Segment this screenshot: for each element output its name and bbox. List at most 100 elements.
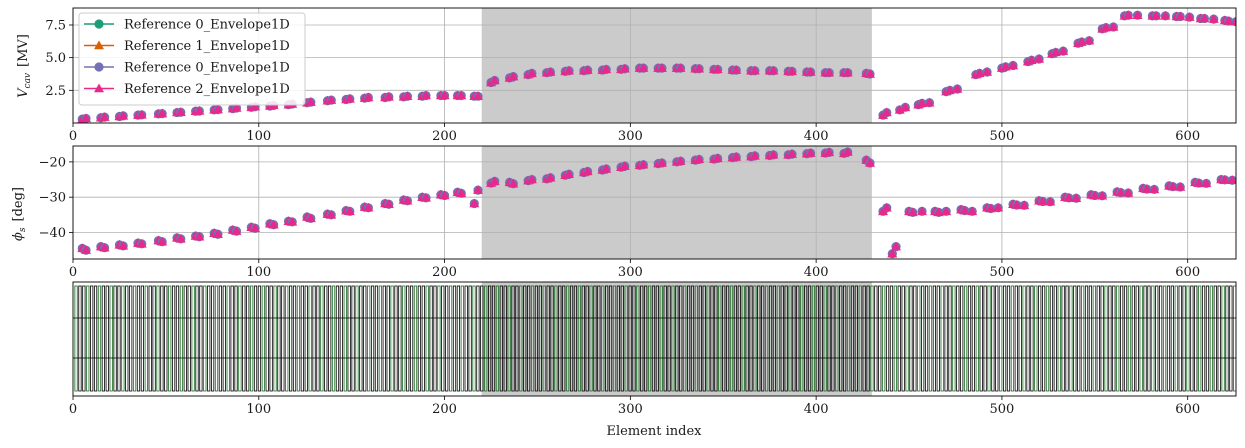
data-point-triangle <box>638 159 649 169</box>
data-point-triangle <box>944 85 955 95</box>
data-point-triangle <box>805 67 816 76</box>
element-box <box>1038 285 1042 392</box>
data-point-triangle <box>526 68 537 78</box>
element-box <box>101 285 105 392</box>
y-tick-label: −40 <box>39 226 66 241</box>
element-box <box>636 285 640 392</box>
y-label-main-phase: ϕ <box>11 232 26 241</box>
element-box <box>999 285 1003 392</box>
element-box <box>527 285 531 392</box>
element-box <box>940 285 944 392</box>
element-box <box>168 285 172 392</box>
data-point-triangle <box>917 206 928 216</box>
element-box <box>753 285 757 392</box>
data-point-triangle <box>439 90 450 100</box>
data-point-triangle <box>231 226 242 235</box>
element-box <box>1147 285 1151 392</box>
data-point-triangle <box>1184 12 1195 21</box>
element-box <box>788 285 792 392</box>
y-label-unit-phase: [deg] <box>11 187 26 221</box>
data-point-triangle <box>1045 196 1056 206</box>
data-point-triangle <box>842 147 853 156</box>
element-box <box>503 285 507 392</box>
data-point-triangle <box>982 67 993 76</box>
data-point-triangle <box>344 93 355 103</box>
element-box <box>312 285 316 392</box>
legend-label: Reference 2_Envelope1D <box>124 82 290 97</box>
data-point-triangle <box>1076 36 1087 46</box>
data-point-triangle <box>326 95 337 104</box>
element-box <box>335 285 340 392</box>
element-box <box>452 285 457 392</box>
element-box <box>862 285 866 392</box>
element-box <box>979 285 983 392</box>
element-box <box>659 285 663 392</box>
data-point-triangle <box>402 91 413 100</box>
element-box <box>971 285 976 392</box>
data-point-triangle <box>136 109 147 119</box>
data-point-triangle <box>1089 190 1100 200</box>
data-point-triangle <box>1100 22 1111 32</box>
element-box <box>671 285 675 392</box>
element-box <box>367 285 371 392</box>
element-box <box>1092 285 1096 392</box>
x-tick-label: 100 <box>246 402 271 417</box>
legend-label: Reference 0_Envelope1D <box>124 61 290 76</box>
element-box <box>484 285 488 392</box>
element-box <box>928 285 933 392</box>
element-box <box>320 285 324 392</box>
y-label-main: V <box>16 87 31 98</box>
element-box <box>1221 285 1225 392</box>
element-box <box>804 285 808 392</box>
element-box <box>905 285 909 392</box>
data-point-triangle <box>712 64 723 74</box>
x-tick-label: 0 <box>69 129 77 144</box>
element-box <box>562 285 566 392</box>
element-box <box>281 285 285 392</box>
data-point-triangle <box>824 67 835 77</box>
element-box <box>93 285 98 392</box>
element-box <box>402 285 406 392</box>
element-box <box>757 285 761 392</box>
element-box <box>530 285 535 392</box>
x-tick-label: 400 <box>804 402 829 417</box>
element-box <box>1081 285 1085 392</box>
element-box <box>1213 285 1217 392</box>
data-point-triangle <box>420 90 431 100</box>
element-box <box>226 285 230 392</box>
data-point-triangle <box>675 63 686 72</box>
element-box <box>1205 285 1210 392</box>
element-box <box>1042 285 1046 392</box>
data-point-triangle <box>731 65 742 74</box>
element-box <box>534 285 539 392</box>
element-box <box>1190 285 1194 392</box>
element-box <box>191 285 195 392</box>
data-point-triangle <box>786 149 797 158</box>
element-box <box>710 285 714 392</box>
element-box <box>1209 285 1213 392</box>
shaded-region <box>481 282 872 396</box>
data-point-triangle <box>582 166 593 176</box>
data-point-triangle <box>157 108 168 118</box>
element-box <box>698 285 702 392</box>
element-box <box>823 285 827 392</box>
element-box <box>683 285 687 392</box>
data-point-triangle <box>194 231 205 241</box>
element-box <box>285 285 289 392</box>
element-box <box>624 285 628 392</box>
element-box <box>686 285 691 392</box>
data-point-triangle <box>489 75 500 85</box>
data-point-triangle <box>508 71 519 81</box>
element-box <box>105 285 109 392</box>
data-point-triangle <box>81 113 92 123</box>
element-box <box>289 285 293 392</box>
data-point-triangle <box>1175 11 1186 21</box>
x-tick-label: 400 <box>804 265 829 280</box>
data-point-triangle <box>420 192 431 202</box>
element-box <box>386 285 390 392</box>
element-box <box>554 285 558 392</box>
element-box <box>776 285 780 392</box>
data-point-triangle <box>1084 35 1095 45</box>
element-box <box>932 285 936 392</box>
data-point-triangle <box>402 195 413 205</box>
